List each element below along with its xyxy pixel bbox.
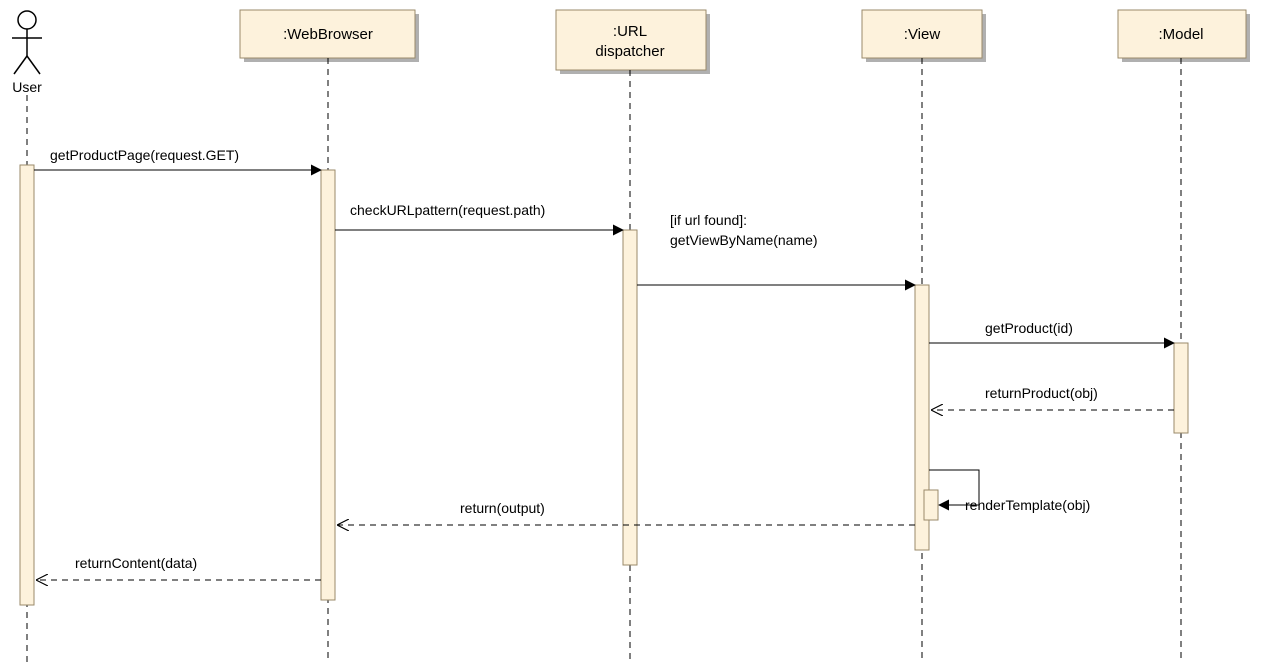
activation-model xyxy=(1174,343,1188,433)
actor-label: User xyxy=(12,79,42,95)
activation-dispatcher xyxy=(623,230,637,565)
activation-actor xyxy=(20,165,34,605)
message-label: [if url found]: xyxy=(670,212,747,228)
participant-label: :URL xyxy=(613,23,647,40)
message-label: returnProduct(obj) xyxy=(985,385,1098,401)
message-label: renderTemplate(obj) xyxy=(965,497,1090,513)
message-label: getProductPage(request.GET) xyxy=(50,147,239,163)
activation-view-self xyxy=(924,490,938,520)
participant-label: :WebBrowser xyxy=(283,26,373,43)
participant-label: :Model xyxy=(1158,26,1203,43)
sequence-diagram: User :WebBrowser :URL dispatcher :View :Mode… xyxy=(0,0,1280,662)
message-label: checkURLpattern(request.path) xyxy=(350,202,545,218)
participant-label: :View xyxy=(904,26,941,43)
participant-dispatcher xyxy=(556,10,706,70)
actor-user: User xyxy=(12,11,42,95)
message-label: getProduct(id) xyxy=(985,320,1073,336)
message-label: returnContent(data) xyxy=(75,555,197,571)
message-label: getViewByName(name) xyxy=(670,232,818,248)
participant-label: dispatcher xyxy=(595,43,664,60)
message-label: return(output) xyxy=(460,500,545,516)
activation-browser xyxy=(321,170,335,600)
